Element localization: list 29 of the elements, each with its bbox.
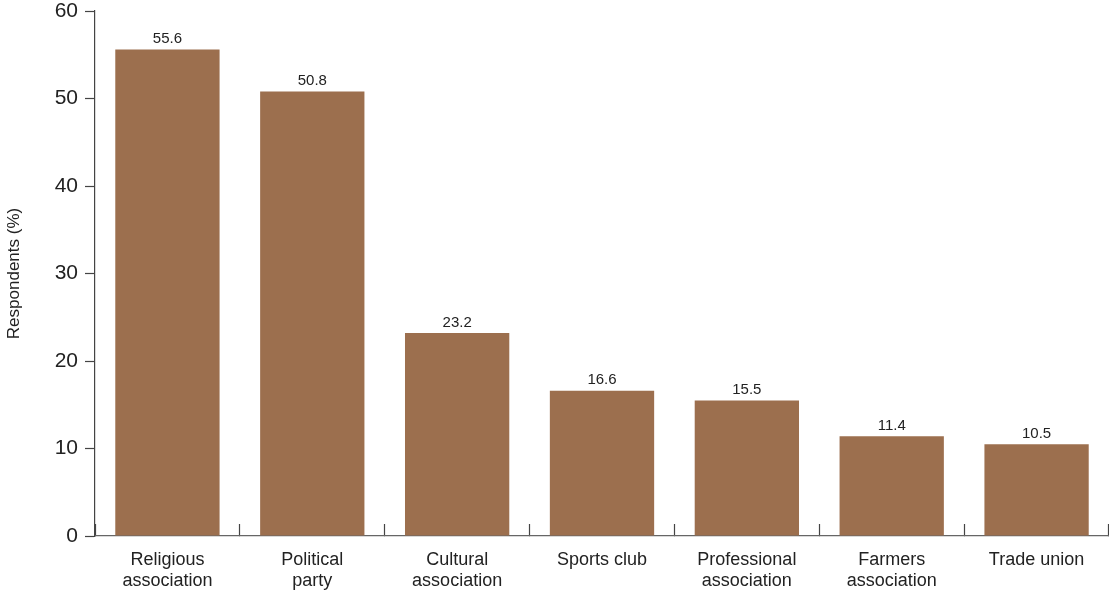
- y-tick-label: 60: [54, 0, 78, 21]
- data-label: 23.2: [442, 312, 472, 330]
- x-tick-label: Sports club: [556, 549, 648, 570]
- y-tick-label: 50: [54, 85, 78, 109]
- data-label: 10.5: [1021, 423, 1052, 441]
- x-tick-label: Religious association: [122, 549, 213, 591]
- x-tick-label: Professional association: [697, 549, 797, 591]
- data-label: 50.8: [297, 71, 327, 89]
- y-tick-label: 30: [54, 260, 78, 284]
- y-tick-label: 20: [54, 347, 78, 371]
- y-tick-label: 0: [66, 522, 78, 546]
- x-tick-label: Trade union: [988, 549, 1085, 570]
- x-tick-label: Farmers association: [846, 549, 937, 591]
- bar: [549, 390, 655, 536]
- data-label: 15.5: [732, 380, 762, 398]
- data-label: 16.6: [587, 370, 617, 388]
- y-tick-label: 10: [54, 435, 78, 459]
- x-tick-label: Political party: [281, 549, 344, 591]
- bar: [694, 400, 800, 536]
- bar: [115, 49, 220, 536]
- y-tick-label: 40: [54, 172, 78, 196]
- bar: [260, 91, 365, 536]
- data-label: 55.6: [152, 29, 183, 47]
- bar: [839, 436, 944, 536]
- y-axis-title: Respondents (%): [3, 207, 23, 340]
- bar: [404, 333, 510, 536]
- data-label: 11.4: [877, 415, 906, 433]
- x-tick-label: Cultural association: [412, 549, 503, 591]
- bar: [984, 444, 1089, 536]
